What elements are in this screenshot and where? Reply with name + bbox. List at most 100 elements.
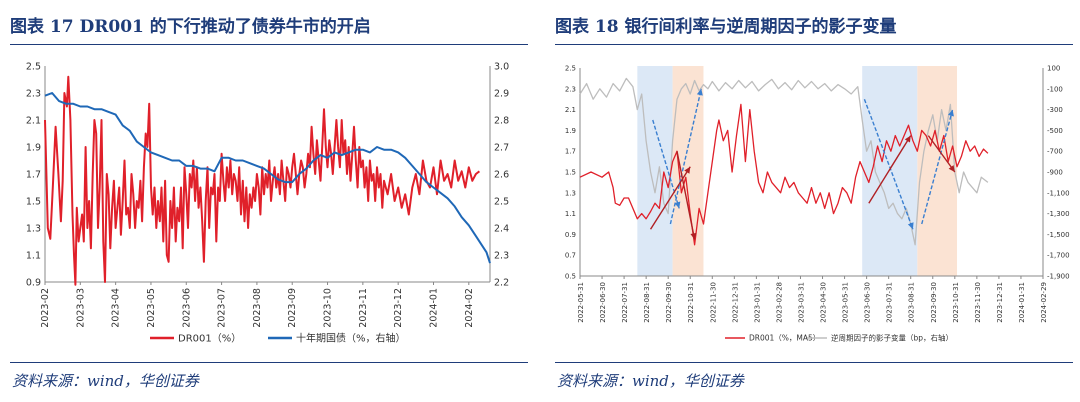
trend-arrow-head [948, 165, 955, 172]
x-tick-label: 2023-04-30 [820, 282, 828, 323]
y-tick-label-right: -900 [1047, 168, 1063, 176]
bottom-rule [10, 362, 528, 363]
legend-label: 逆周期因子的影子变量（bp，右轴） [831, 333, 953, 343]
trend-arrow-head [907, 222, 914, 230]
y-tick-label-left: 0.5 [565, 272, 576, 280]
x-tick-label: 2023-09 [287, 288, 298, 328]
y-tick-label-left: 1.3 [565, 189, 576, 197]
shaded-period [917, 66, 958, 276]
y-tick-label-left: 1.7 [26, 169, 41, 180]
y-tick-label-right: -1,300 [1047, 210, 1070, 218]
y-tick-label-left: 1.9 [26, 142, 41, 153]
trend-arrow-head [948, 109, 954, 117]
x-tick-label: 2022-09-30 [665, 282, 673, 323]
x-tick-label: 2023-09-30 [930, 282, 938, 323]
x-tick-label: 2024-01 [428, 288, 439, 328]
y-tick-label-right: -300 [1047, 106, 1063, 114]
x-tick-label: 2022-06-30 [599, 282, 607, 323]
y-tick-label-left: 1.7 [565, 148, 576, 156]
source-note: 资料来源：wind，华创证券 [557, 372, 744, 390]
x-tick-label: 2023-11-30 [974, 282, 982, 323]
y-tick-label-right: -1,700 [1047, 252, 1070, 260]
trend-arrow-line [927, 135, 956, 173]
x-tick-label: 2022-07-31 [621, 282, 629, 323]
y-tick-label-right: 100 [1047, 64, 1060, 72]
x-tick-label: 2022-10-31 [687, 282, 695, 323]
legend-label: DR001（%，MA5） [749, 334, 820, 343]
x-tick-label: 2022-05-31 [577, 282, 585, 323]
trend-arrow-line [921, 109, 954, 225]
trend-arrow-head [674, 201, 681, 209]
x-tick-label: 2024-02 [464, 288, 475, 328]
y-tick-label-left: 1.5 [565, 168, 576, 176]
interbank-rate-chart: 2.5 2.3 2.1 1.9 1.7 1.5 1.3 1.1 0.9 0.7 0.5 100 -100… [565, 64, 1070, 343]
x-tick-label: 2023-06 [181, 288, 192, 328]
x-tick-label: 2022-11-30 [709, 282, 717, 323]
x-tick-label: 2024-02-29 [1040, 282, 1048, 323]
y-tick-label-left: 1.5 [26, 196, 41, 207]
y-tick-label-left: 2.1 [26, 115, 41, 126]
x-tick-label: 2022-08-31 [643, 282, 651, 323]
y-tick-label-left: 0.7 [565, 252, 576, 260]
x-tick-label: 2023-10 [323, 288, 334, 328]
figure-title: 图表 17 DR001 的下行推动了债券牛市的开启 [10, 17, 371, 37]
x-tick-label: 2023-02-28 [775, 282, 783, 323]
y-tick-label-left: 1.3 [26, 223, 41, 234]
trend-arrow-head [684, 166, 691, 174]
y-tick-label-right: -1,100 [1047, 189, 1070, 197]
trend-arrow-line [649, 166, 691, 230]
title-rule [555, 44, 1073, 45]
source-note: 资料来源：wind，华创证券 [12, 372, 199, 390]
dr001-bond-chart: 2.5 2.3 2.1 1.9 1.7 1.5 1.3 1.1 0.9 3.0 2.9 2.8 2.7 2… [26, 61, 509, 345]
trend-arrow-line [868, 135, 912, 204]
bottom-rule [555, 362, 1073, 363]
y-tick-label-left: 2.5 [565, 64, 576, 72]
y-tick-label-left: 2.3 [565, 85, 576, 93]
y-tick-label-right: 2.7 [494, 142, 509, 153]
trend-arrow-head [690, 232, 697, 240]
series-line [44, 75, 481, 286]
x-tick-label: 2023-08-31 [908, 282, 916, 323]
y-tick-label-right: 2.5 [494, 196, 509, 207]
x-tick-label: 2023-05 [146, 288, 157, 328]
y-tick-label-left: 2.1 [565, 106, 576, 114]
x-tick-label: 2023-03-31 [797, 282, 805, 323]
figure-18: 图表 18 银行间利率与逆周期因子的影子变量 2.5 2.3 2.1 1.9 1.7 1.… [545, 0, 1080, 402]
x-tick-label: 2023-11 [358, 288, 369, 328]
trend-arrow-line [652, 119, 680, 209]
y-tick-label-left: 0.9 [26, 277, 41, 288]
x-tick-label: 2022-12-31 [731, 282, 739, 323]
y-tick-label-right: -700 [1047, 148, 1063, 156]
y-tick-label-right: -100 [1047, 85, 1063, 93]
y-tick-label-right: -500 [1047, 127, 1063, 135]
x-tick-label: 2023-03 [75, 288, 86, 328]
x-tick-label: 2023-07-31 [886, 282, 894, 323]
x-tick-label: 2023-06-30 [864, 282, 872, 323]
x-tick-label: 2023-12-31 [996, 282, 1004, 323]
title-rule [10, 44, 528, 45]
x-tick-label: 2023-08 [252, 288, 263, 328]
y-tick-label-left: 1.9 [565, 127, 576, 135]
y-tick-label-right: 2.6 [494, 169, 509, 180]
x-tick-label: 2023-07 [217, 288, 228, 328]
x-tick-label: 2023-12 [393, 288, 404, 328]
figure-17: 图表 17 DR001 的下行推动了债券牛市的开启 2.5 2.3 2.1 1.9 1.… [10, 17, 528, 390]
legend-label: 十年期国债（%，右轴） [296, 332, 406, 345]
figure-title: 图表 18 银行间利率与逆周期因子的影子变量 [555, 17, 897, 37]
trend-arrow-head [696, 88, 703, 96]
y-tick-label-right: -1,900 [1047, 272, 1070, 280]
x-tick-label: 2023-10-31 [952, 282, 960, 323]
y-tick-label-right: 2.8 [494, 115, 509, 126]
y-tick-label-right: 3.0 [494, 61, 509, 72]
y-tick-label-right: 2.2 [494, 277, 509, 288]
series-line [579, 103, 989, 246]
y-tick-label-right: 2.4 [494, 223, 509, 234]
x-tick-label: 2023-02 [40, 288, 51, 328]
y-tick-label-right: 2.9 [494, 88, 509, 99]
y-tick-label-left: 0.9 [565, 231, 576, 239]
y-tick-label-right: 2.3 [494, 250, 509, 261]
x-tick-label: 2023-05-31 [842, 282, 850, 323]
shaded-period [862, 66, 918, 276]
y-tick-label-left: 2.3 [26, 88, 41, 99]
shaded-period [637, 66, 673, 276]
